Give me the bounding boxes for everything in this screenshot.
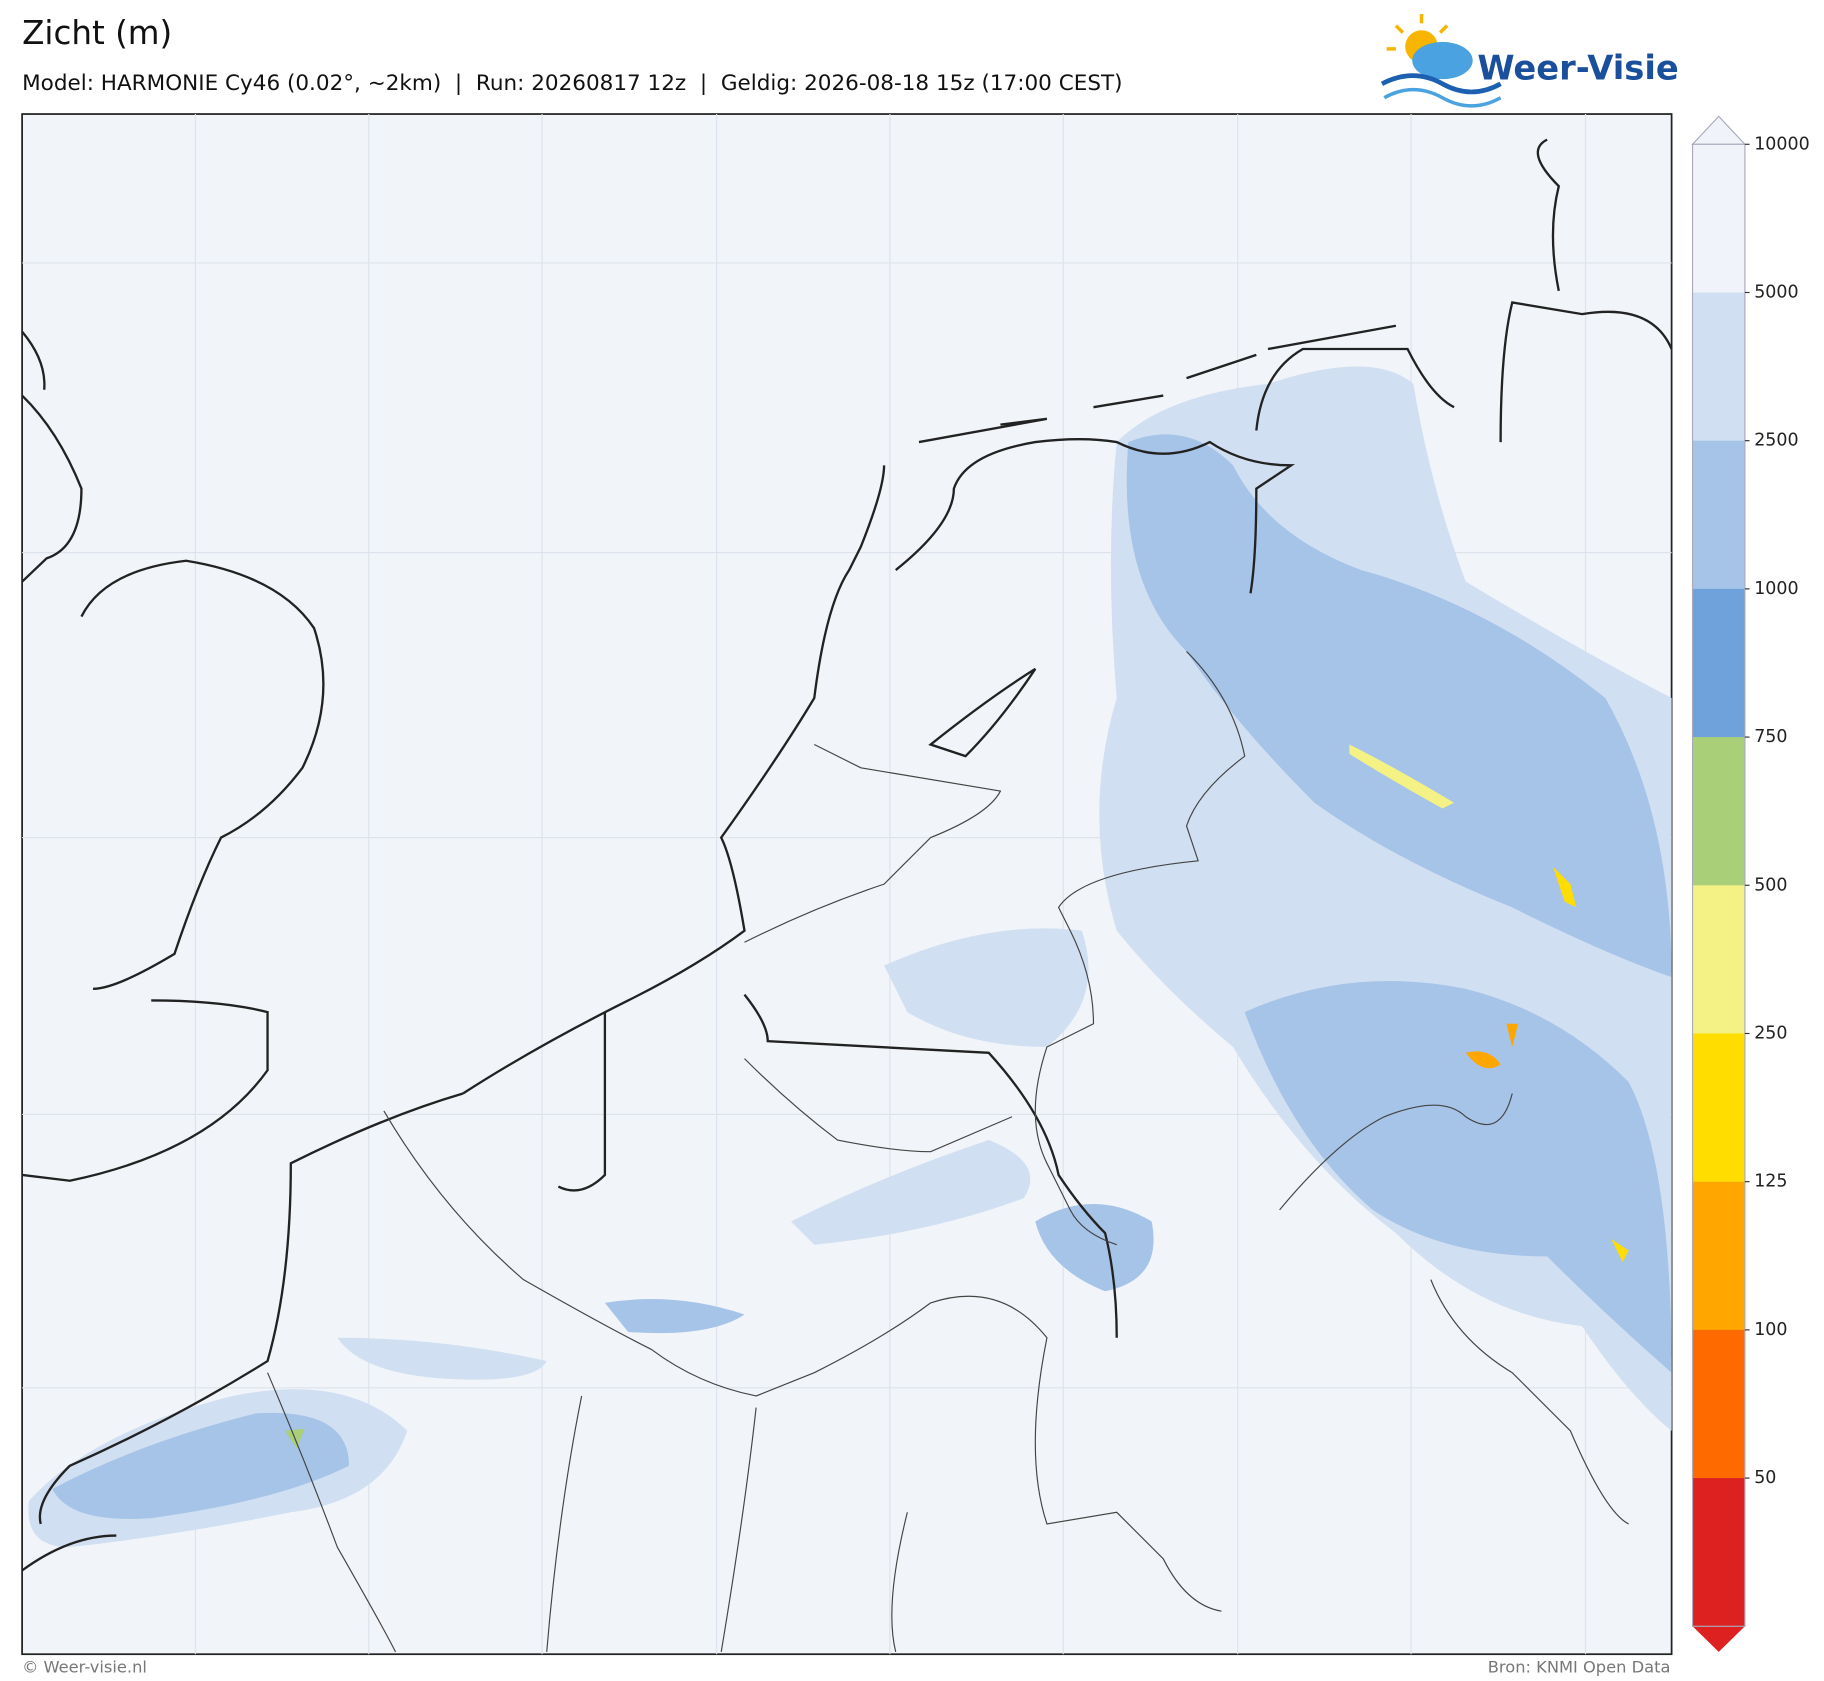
colorbar-band (1692, 737, 1745, 886)
colorbar-band (1692, 144, 1745, 294)
colorbar-band (1692, 440, 1745, 590)
logo-text: Weer-Visie (1477, 48, 1678, 87)
colorbar-extend-top (1691, 115, 1747, 145)
colorbar-tick-label: 500 (1754, 875, 1787, 895)
colorbar-tick-label: 100 (1754, 1320, 1787, 1340)
colorbar-tick-label: 50 (1754, 1468, 1776, 1488)
colorbar-tick-label: 250 (1754, 1023, 1787, 1043)
borders (267, 651, 1629, 1653)
colorbar-tick-label: 5000 (1754, 282, 1798, 302)
colorbar-tick-label: 125 (1754, 1172, 1787, 1192)
subtitle: Model: HARMONIE Cy46 (0.02°, ~2km) | Run… (22, 71, 1122, 96)
visibility-field (28, 366, 1672, 1548)
footer-credit: © Weer-visie.nl (22, 1658, 147, 1677)
colorbar-extend-bottom (1692, 1626, 1745, 1652)
colorbar-band (1692, 1478, 1745, 1627)
title: Zicht (m) (22, 14, 172, 52)
coastlines (21, 138, 1673, 1572)
colorbar: 10000 5000 2500 1000 750 500 250 125 100 50 (1691, 115, 1810, 1652)
colorbar-tick-label: 1000 (1754, 579, 1798, 599)
colorbar-band (1692, 885, 1745, 1035)
colorbar-tick-label: 750 (1754, 727, 1787, 747)
colorbar-band (1692, 292, 1745, 442)
colorbar-band (1692, 1181, 1745, 1331)
colorbar-band (1692, 1329, 1745, 1479)
colorbar-band (1692, 1033, 1745, 1183)
map (21, 113, 1673, 1656)
colorbar-tick-label: 10000 (1754, 134, 1809, 154)
logo: Weer-Visie (1380, 13, 1679, 108)
footer-source: Bron: KNMI Open Data (1488, 1658, 1671, 1677)
colorbar-band (1692, 588, 1745, 738)
colorbar-tick-label: 2500 (1754, 431, 1798, 451)
